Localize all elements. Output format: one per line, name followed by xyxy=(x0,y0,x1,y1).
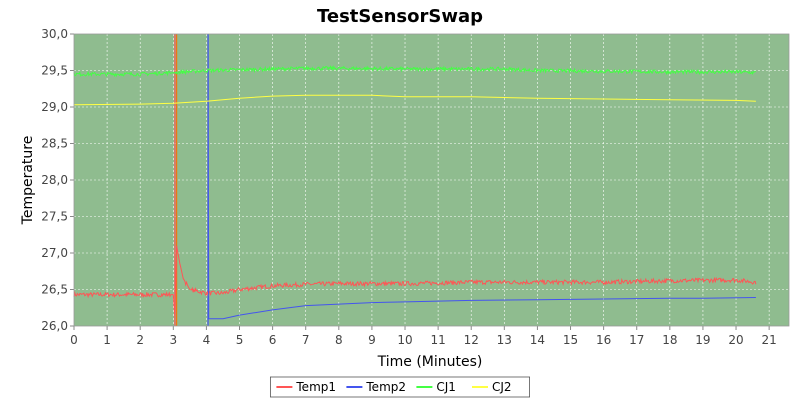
y-tick-label: 26,5 xyxy=(41,283,68,297)
x-tick-label: 16 xyxy=(596,333,611,347)
x-tick-label: 0 xyxy=(70,333,78,347)
x-tick-label: 12 xyxy=(464,333,479,347)
series-line-temp2 xyxy=(207,33,756,320)
x-axis-label: Time (Minutes) xyxy=(377,354,483,370)
series-line-temp1 xyxy=(73,245,757,319)
x-tick-label: 20 xyxy=(728,333,743,347)
x-tick-label: 9 xyxy=(368,333,376,347)
series-line-cj2 xyxy=(73,94,756,106)
x-tick-label: 10 xyxy=(397,333,412,347)
legend-label: Temp1 xyxy=(295,380,336,394)
x-tick-label: 11 xyxy=(430,333,445,347)
y-tick-label: 27,0 xyxy=(41,246,68,260)
legend-label: CJ1 xyxy=(436,380,456,394)
x-tick-label: 15 xyxy=(563,333,578,347)
series-lines xyxy=(73,33,757,320)
x-tick-label: 1 xyxy=(103,333,111,347)
x-tick-label: 8 xyxy=(335,333,343,347)
y-tick-label: 30,0 xyxy=(41,27,68,41)
x-tick-label: 17 xyxy=(629,333,644,347)
chart-title: TestSensorSwap xyxy=(317,6,483,27)
x-tick-label: 13 xyxy=(497,333,512,347)
plot-border xyxy=(73,33,790,327)
grid-lines xyxy=(74,34,789,326)
y-tick-label: 27,5 xyxy=(41,210,68,224)
y-axis-label: Temperature xyxy=(20,136,36,226)
x-tick-label: 5 xyxy=(236,333,244,347)
x-tick-label: 6 xyxy=(269,333,277,347)
x-tick-label: 18 xyxy=(662,333,677,347)
x-tick-label: 19 xyxy=(695,333,710,347)
legend-box xyxy=(269,376,531,398)
y-tick-label: 26,0 xyxy=(41,319,68,333)
legend: Temp1 Temp2 CJ1 CJ2 xyxy=(269,376,531,398)
x-tick-label: 4 xyxy=(203,333,211,347)
y-tick-label: 28,5 xyxy=(41,137,68,151)
legend-label: CJ2 xyxy=(492,380,512,394)
x-tick-label: 7 xyxy=(302,333,310,347)
tick-labels: 0 1 2 3 4 5 6 7 8 9 10 11 12 13 14 15 16 17 18 19 20 2126,026… xyxy=(41,27,776,347)
series-line-cj1 xyxy=(73,65,756,78)
y-tick-label: 29,0 xyxy=(41,100,68,114)
y-tick-label: 29,5 xyxy=(41,64,68,78)
x-tick-label: 14 xyxy=(530,333,545,347)
x-tick-label: 21 xyxy=(761,333,776,347)
legend-label: Temp2 xyxy=(365,380,406,394)
x-tick-label: 2 xyxy=(136,333,144,347)
axes xyxy=(70,33,790,330)
y-tick-label: 28,0 xyxy=(41,173,68,187)
x-tick-label: 3 xyxy=(169,333,177,347)
